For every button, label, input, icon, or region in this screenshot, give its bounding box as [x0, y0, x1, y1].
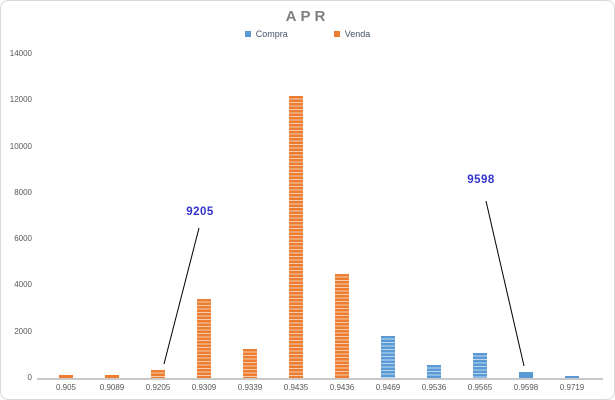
legend-item-compra[interactable]: Compra	[244, 29, 288, 39]
legend-label-venda: Venda	[344, 29, 371, 39]
y-axis-label: 2000	[14, 326, 32, 336]
y-axis-label: 12000	[9, 95, 32, 105]
x-axis-label: 0.9436	[329, 383, 355, 392]
x-axis-label: 0.9205	[145, 383, 171, 392]
y-axis-label: 0	[27, 373, 32, 382]
venda-swatch-icon	[333, 31, 340, 37]
x-axis-label: 0.9598	[513, 383, 539, 392]
x-axis-label: 0.9719	[559, 383, 585, 392]
bar-compra-0.9565[interactable]	[473, 352, 487, 378]
bar-venda-0.9309[interactable]	[197, 299, 211, 378]
plot-area: 9205 9598	[43, 54, 595, 378]
x-axis-label: 0.9309	[191, 383, 217, 392]
y-axis-label: 4000	[14, 280, 32, 290]
x-axis-label: 0.905	[55, 383, 77, 392]
annotation-9205: 9205	[186, 206, 214, 218]
y-axis-labels: 0 2000 4000 6000 8000 10000 12000 14000	[1, 49, 37, 382]
x-axis-label: 0.9339	[237, 383, 263, 392]
chart-title: APR	[285, 8, 330, 25]
bar-venda-0.9205[interactable]	[151, 369, 165, 378]
bar-compra-0.9536[interactable]	[427, 365, 441, 378]
y-axis-label: 6000	[14, 234, 32, 244]
bar-compra-0.9469[interactable]	[381, 336, 395, 378]
annotation-leader-lines	[163, 200, 525, 367]
bar-venda-0.9435[interactable]	[289, 95, 303, 378]
x-axis-line	[37, 378, 603, 380]
bar-compra-0.9598[interactable]	[519, 372, 533, 378]
bar-venda-0.9089[interactable]	[105, 374, 119, 378]
bar-venda-0.9339[interactable]	[243, 349, 257, 378]
x-axis-label: 0.9536	[421, 383, 447, 392]
x-axis-labels: 0.905 0.9089 0.9205 0.9309 0.9339 0.9435 0.943…	[43, 383, 595, 395]
annotation-9598: 9598	[467, 174, 495, 186]
legend-label-compra: Compra	[255, 29, 288, 39]
bar-venda-0.905[interactable]	[59, 374, 73, 378]
y-axis-label: 10000	[9, 141, 32, 151]
x-axis-label: 0.9469	[375, 383, 401, 392]
bar-compra-0.9719[interactable]	[565, 375, 579, 378]
chart-legend: Compra Venda	[1, 29, 614, 39]
compra-swatch-icon	[244, 31, 251, 37]
x-axis-label: 0.9565	[467, 383, 493, 392]
leader-line-9205	[163, 227, 200, 365]
y-axis-label: 14000	[9, 49, 32, 58]
x-axis-label: 0.9089	[99, 383, 125, 392]
y-axis-label: 8000	[14, 187, 32, 197]
bar-venda-0.9436[interactable]	[335, 273, 349, 378]
x-axis-label: 0.9435	[283, 383, 309, 392]
leader-line-9598	[485, 200, 525, 367]
legend-item-venda[interactable]: Venda	[333, 29, 371, 39]
